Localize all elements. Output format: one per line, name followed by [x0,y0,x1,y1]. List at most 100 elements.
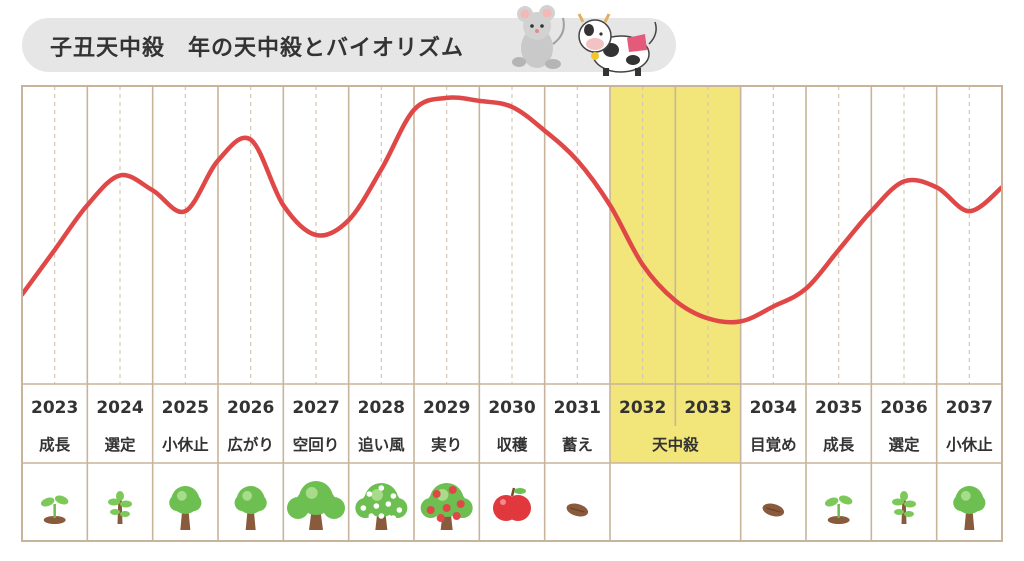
fruit [452,512,461,520]
title-banner [22,18,676,72]
tree-highlight [242,490,253,501]
tree-canopy [287,497,309,519]
year-label: 2033 [684,398,731,418]
leaf [40,497,55,507]
tree-canopy [387,498,408,518]
leaf [116,491,124,501]
phase-label: 目覚め [750,435,797,454]
leaf [900,491,908,501]
year-label: 2027 [292,398,339,418]
leaf [110,509,120,515]
tree-canopy [249,494,267,512]
year-label: 2029 [423,398,470,418]
tree-canopy [184,494,202,512]
phase-label: 広がり [227,435,274,454]
tree-trunk [245,512,256,530]
small-tree-icon [953,486,986,530]
leaf [120,500,132,508]
year-label: 2028 [358,398,405,418]
apple-body [505,495,531,521]
sprout-icon [824,495,853,524]
soil [827,516,850,524]
apple-leaf [514,488,526,494]
cow-icon [577,13,657,76]
seed-line [570,507,585,513]
sprout-icon [40,495,69,524]
tree-trunk [309,512,323,530]
leaf [120,511,130,517]
flower [390,515,397,521]
year-label: 2035 [815,398,862,418]
year-label: 2026 [227,398,274,418]
phase-label: 成長 [39,435,71,454]
year-label: 2025 [162,398,209,418]
year-label: 2036 [880,398,927,418]
flower [390,493,397,499]
fruit [442,504,451,512]
tree-canopy [323,497,345,519]
seed-icon [566,503,589,517]
large-tree-icon [287,481,345,530]
soil [43,516,66,524]
flower [366,491,373,497]
year-label: 2023 [31,398,78,418]
flower [385,501,392,507]
tree-canopy [968,494,986,512]
fruit [432,490,441,498]
leaf [108,498,120,506]
apple-shine [500,499,506,505]
fruit-tree-icon [420,483,473,530]
flower [373,503,380,509]
leaf [904,500,916,508]
chart-frame [21,85,1003,542]
seed-icon [762,503,785,517]
flower [360,505,367,511]
apple-stem [510,487,516,497]
phase-label: 追い風 [358,435,405,454]
phase-label: 小休止 [946,435,993,454]
tree-highlight [371,488,384,501]
leaf [904,511,914,517]
fruit [456,500,465,508]
year-label: 2024 [96,398,143,418]
sapling-icon [892,491,916,524]
phase-label: 小休止 [162,435,209,454]
biorhythm-curve [22,95,1002,325]
phase-label: 成長 [823,435,855,454]
flower [368,513,375,519]
phase-label: 蓄え [562,435,593,454]
sapling-icon [108,491,132,524]
leaf [54,495,69,505]
tree-trunk [180,512,191,530]
small-tree-icon [169,486,202,530]
leaf [894,509,904,515]
phase-label: 選定 [104,435,136,454]
phase-label: 収穫 [496,435,528,454]
year-label: 2030 [488,398,535,418]
phase-label: 選定 [888,435,920,454]
seed-line [766,507,781,513]
leaf [824,497,839,507]
phase-label: 実り [431,435,462,454]
mouse-icon [512,5,565,69]
phase-label-tenchusatsu: 天中殺 [652,435,699,454]
page-title: 子丑天中殺 年の天中殺とバイオリズム [50,36,465,61]
year-label: 2037 [946,398,993,418]
tree-highlight [176,490,187,501]
mascot-illustration [512,5,657,76]
apple-icon [493,487,531,521]
leaf [892,498,904,506]
leaf [838,495,853,505]
fruit [436,514,445,522]
phase-label: 空回り [293,435,340,454]
flower [378,513,385,519]
flower [378,485,385,491]
year-label: 2031 [554,398,601,418]
year-label: 2034 [750,398,797,418]
tree-highlight [960,490,971,501]
year-label: 2032 [619,398,666,418]
tree-highlight [305,486,318,499]
small-tree-icon [234,486,267,530]
flowering-tree-icon [355,483,408,530]
